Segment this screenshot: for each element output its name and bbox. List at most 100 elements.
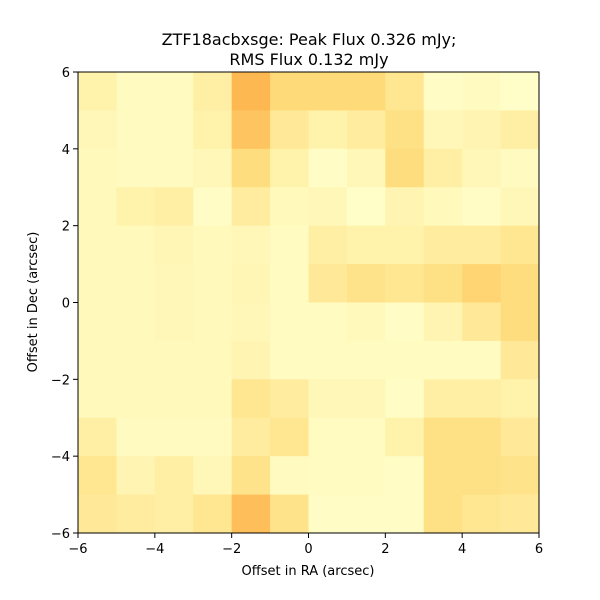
heatmap-cell: [116, 417, 156, 457]
heatmap-cells: [78, 72, 540, 534]
heatmap-cell: [270, 110, 309, 150]
heatmap-cell: [116, 187, 156, 227]
heatmap-cell: [116, 302, 156, 342]
heatmap-cell: [231, 110, 271, 150]
heatmap-cell: [308, 110, 348, 150]
heatmap-cell: [231, 225, 271, 265]
heatmap-cell: [346, 340, 386, 380]
heatmap-cell: [500, 264, 540, 303]
heatmap-cell: [385, 417, 425, 457]
heatmap-cell: [231, 456, 271, 496]
y-tick-label: −6: [51, 527, 70, 542]
heatmap-cell: [385, 456, 425, 496]
heatmap-cell: [308, 264, 348, 303]
heatmap-cell: [270, 148, 309, 188]
heatmap-cell: [270, 264, 309, 303]
heatmap-cell: [154, 72, 194, 111]
heatmap-cell: [462, 72, 502, 111]
x-axis-ticks: −6 −4 −2 0 2 4 6: [68, 533, 543, 557]
heatmap-cell: [462, 340, 502, 380]
heatmap-cell: [78, 379, 117, 419]
heatmap-cell: [500, 379, 540, 419]
y-tick-label: 2: [62, 220, 70, 235]
heatmap-cell: [154, 379, 194, 419]
heatmap-cell: [346, 225, 386, 265]
heatmap-cell: [78, 417, 117, 457]
y-tick-label: 4: [62, 143, 70, 158]
heatmap-cell: [462, 187, 502, 227]
heatmap-cell: [423, 456, 463, 496]
heatmap-cell: [231, 340, 271, 380]
heatmap-cell: [308, 379, 348, 419]
x-tick-label: −6: [68, 542, 87, 557]
heatmap-cell: [423, 379, 463, 419]
heatmap-cell: [308, 187, 348, 227]
heatmap-cell: [462, 494, 502, 534]
plot-frame: [77, 71, 540, 534]
x-tick-label: −4: [145, 542, 164, 557]
heatmap-cell: [193, 148, 233, 188]
heatmap-cell: [462, 148, 502, 188]
heatmap-cell: [116, 456, 156, 496]
y-axis-label: Offset in Dec (arcsec): [26, 232, 41, 373]
heatmap-cell: [500, 187, 540, 227]
heatmap-cell: [423, 417, 463, 457]
y-tick-label: −2: [51, 373, 70, 388]
heatmap-cell: [231, 417, 271, 457]
heatmap-cell: [500, 72, 540, 111]
heatmap-cell: [116, 72, 156, 111]
heatmap-cell: [385, 148, 425, 188]
heatmap-cell: [385, 110, 425, 150]
heatmap-cell: [462, 264, 502, 303]
heatmap-cell: [423, 187, 463, 227]
heatmap-cell: [78, 340, 117, 380]
heatmap-cell: [193, 110, 233, 150]
heatmap-cell: [78, 148, 117, 188]
heatmap-cell: [346, 379, 386, 419]
heatmap-cell: [78, 72, 117, 111]
heatmap-cell: [270, 417, 309, 457]
heatmap-cell: [78, 494, 117, 534]
heatmap-cell: [78, 110, 117, 150]
heatmap-cell: [231, 187, 271, 227]
heatmap-cell: [423, 340, 463, 380]
heatmap-cell: [231, 72, 271, 111]
heatmap-cell: [308, 225, 348, 265]
heatmap-cell: [270, 187, 309, 227]
heatmap-cell: [385, 340, 425, 380]
x-tick-label: 6: [535, 542, 543, 557]
heatmap-cell: [462, 302, 502, 342]
heatmap-cell: [154, 456, 194, 496]
heatmap-cell: [500, 456, 540, 496]
x-tick-label: 4: [458, 542, 466, 557]
heatmap-cell: [231, 494, 271, 534]
x-tick-label: −2: [222, 542, 241, 557]
heatmap-cell: [308, 494, 348, 534]
heatmap-cell: [423, 302, 463, 342]
heatmap-cell: [385, 264, 425, 303]
heatmap-cell: [116, 110, 156, 150]
heatmap-cell: [270, 340, 309, 380]
heatmap-cell: [116, 225, 156, 265]
heatmap-cell: [116, 340, 156, 380]
heatmap-cell: [154, 187, 194, 227]
heatmap-cell: [385, 187, 425, 227]
heatmap-cell: [193, 225, 233, 265]
heatmap-cell: [423, 148, 463, 188]
chart-title-line-2: RMS Flux 0.132 mJy: [229, 50, 388, 69]
y-tick-label: 6: [62, 66, 70, 81]
heatmap-cell: [385, 302, 425, 342]
y-tick-label: −4: [51, 450, 70, 465]
heatmap-cell: [154, 110, 194, 150]
heatmap-cell: [385, 72, 425, 111]
heatmap-cell: [462, 379, 502, 419]
heatmap-cell: [154, 340, 194, 380]
heatmap-cell: [346, 264, 386, 303]
heatmap-cell: [308, 302, 348, 342]
heatmap-cell: [346, 456, 386, 496]
heatmap-cell: [154, 417, 194, 457]
heatmap-cell: [116, 264, 156, 303]
heatmap-cell: [346, 72, 386, 111]
heatmap-cell: [193, 302, 233, 342]
heatmap-cell: [154, 225, 194, 265]
